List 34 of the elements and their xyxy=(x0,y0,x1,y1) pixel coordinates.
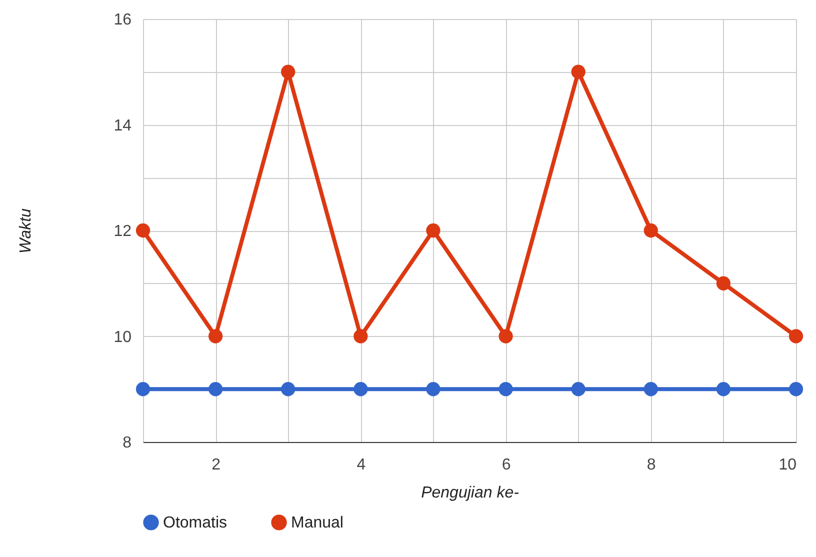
x-tick-label: 8 xyxy=(646,456,656,474)
x-tick-label: 2 xyxy=(212,456,221,474)
point xyxy=(208,382,223,396)
point xyxy=(498,329,513,344)
x-tick-label: 6 xyxy=(502,456,511,474)
point xyxy=(571,64,586,79)
point xyxy=(644,382,658,396)
x-tick-label: 10 xyxy=(778,456,797,474)
point xyxy=(136,382,150,396)
point xyxy=(354,329,368,344)
legend-label: Manual xyxy=(291,514,344,532)
y-tick-label: 14 xyxy=(114,117,132,134)
point xyxy=(281,382,296,396)
x-tick-label: 4 xyxy=(356,456,366,474)
point xyxy=(281,64,296,79)
point xyxy=(354,382,368,396)
point xyxy=(788,329,804,344)
point xyxy=(498,382,513,396)
y-axis-title: Waktu xyxy=(18,208,35,254)
y-tick-label: 10 xyxy=(114,328,132,346)
point xyxy=(788,382,804,396)
legend-label: Otomatis xyxy=(163,514,228,532)
y-tick-label: 16 xyxy=(114,12,132,28)
x-axis-title: Pengujian ke- xyxy=(421,484,519,502)
point xyxy=(426,223,440,238)
y-tick-label: 8 xyxy=(122,434,132,452)
point xyxy=(571,382,586,396)
point xyxy=(644,223,658,238)
point xyxy=(426,382,440,396)
point xyxy=(136,223,150,238)
point xyxy=(208,329,223,344)
point xyxy=(716,276,731,290)
y-tick-label: 12 xyxy=(114,223,132,240)
point xyxy=(716,382,731,396)
